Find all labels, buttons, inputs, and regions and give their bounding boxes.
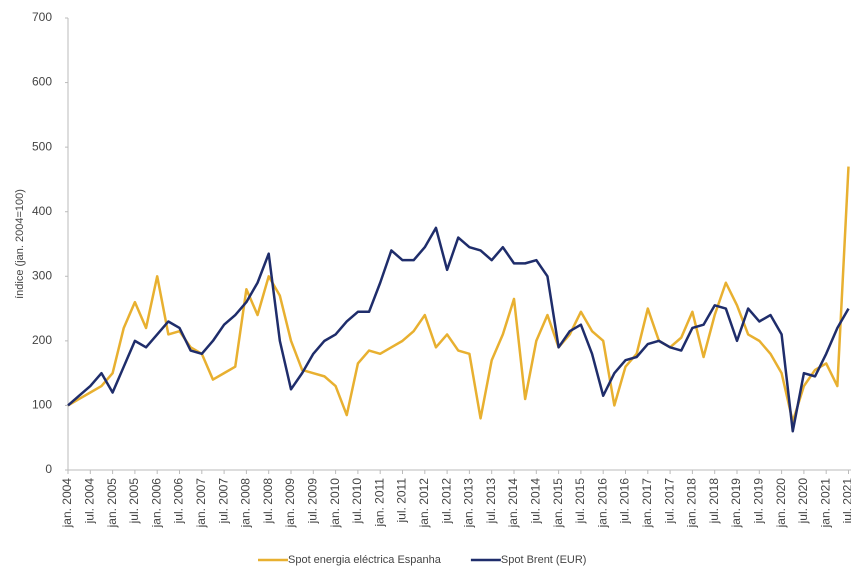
y-axis-label: índice (jan. 2004=100) [14, 189, 26, 299]
x-tick-label: jan. 2015 [551, 478, 565, 529]
x-tick-label: jul. 2006 [172, 478, 186, 525]
x-tick-label: jan. 2016 [595, 478, 609, 529]
x-tick-label: jul. 2018 [707, 478, 721, 525]
x-tick-label: jul. 2015 [573, 478, 587, 525]
x-tick-label: jul. 2020 [796, 478, 810, 525]
x-tick-label: jan. 2006 [149, 478, 163, 529]
y-tick-label: 400 [32, 204, 52, 218]
y-tick-label: 500 [32, 139, 52, 153]
x-tick-label: jan. 2018 [685, 478, 699, 529]
y-tick-label: 300 [32, 268, 52, 282]
x-tick-label: jul. 2021 [841, 478, 851, 525]
x-tick-label: jul. 2008 [261, 478, 275, 525]
x-tick-label: jan. 2011 [372, 478, 386, 528]
x-tick-label: jul. 2007 [216, 478, 230, 525]
x-tick-label: jan. 2010 [328, 478, 342, 529]
x-tick-label: jul. 2017 [662, 478, 676, 525]
legend-label: Spot Brent (EUR) [501, 554, 587, 566]
x-tick-label: jan. 2014 [506, 478, 520, 529]
x-tick-label: jul. 2013 [484, 478, 498, 525]
x-tick-label: jan. 2009 [283, 478, 297, 529]
y-tick-label: 0 [45, 462, 52, 476]
x-tick-label: jan. 2013 [462, 478, 476, 529]
x-tick-label: jul. 2010 [350, 478, 364, 525]
x-tick-label: jan. 2019 [729, 478, 743, 529]
x-tick-label: jul. 2009 [305, 478, 319, 525]
x-tick-label: jul. 2004 [82, 478, 96, 525]
x-tick-label: jul. 2011 [395, 478, 409, 524]
x-tick-label: jan. 2008 [239, 478, 253, 529]
x-tick-label: jan. 2004 [60, 478, 74, 529]
x-tick-label: jul. 2019 [751, 478, 765, 525]
y-tick-label: 600 [32, 75, 52, 89]
x-tick-label: jan. 2020 [774, 478, 788, 529]
x-tick-label: jan. 2012 [417, 478, 431, 529]
y-tick-label: 700 [32, 10, 52, 24]
x-tick-label: jan. 2017 [640, 478, 654, 529]
legend-label: Spot energia eléctrica Espanha [288, 554, 442, 566]
x-tick-label: jan. 2021 [818, 478, 832, 529]
x-tick-label: jul. 2012 [439, 478, 453, 525]
y-tick-label: 100 [32, 398, 52, 412]
x-tick-label: jul. 2005 [127, 478, 141, 525]
x-tick-label: jul. 2016 [618, 478, 632, 525]
series-line [67, 166, 850, 423]
x-tick-label: jan. 2007 [194, 478, 208, 529]
y-tick-label: 200 [32, 333, 52, 347]
x-tick-label: jul. 2014 [528, 478, 542, 525]
x-tick-label: jan. 2005 [105, 478, 119, 529]
series-line [67, 226, 850, 433]
